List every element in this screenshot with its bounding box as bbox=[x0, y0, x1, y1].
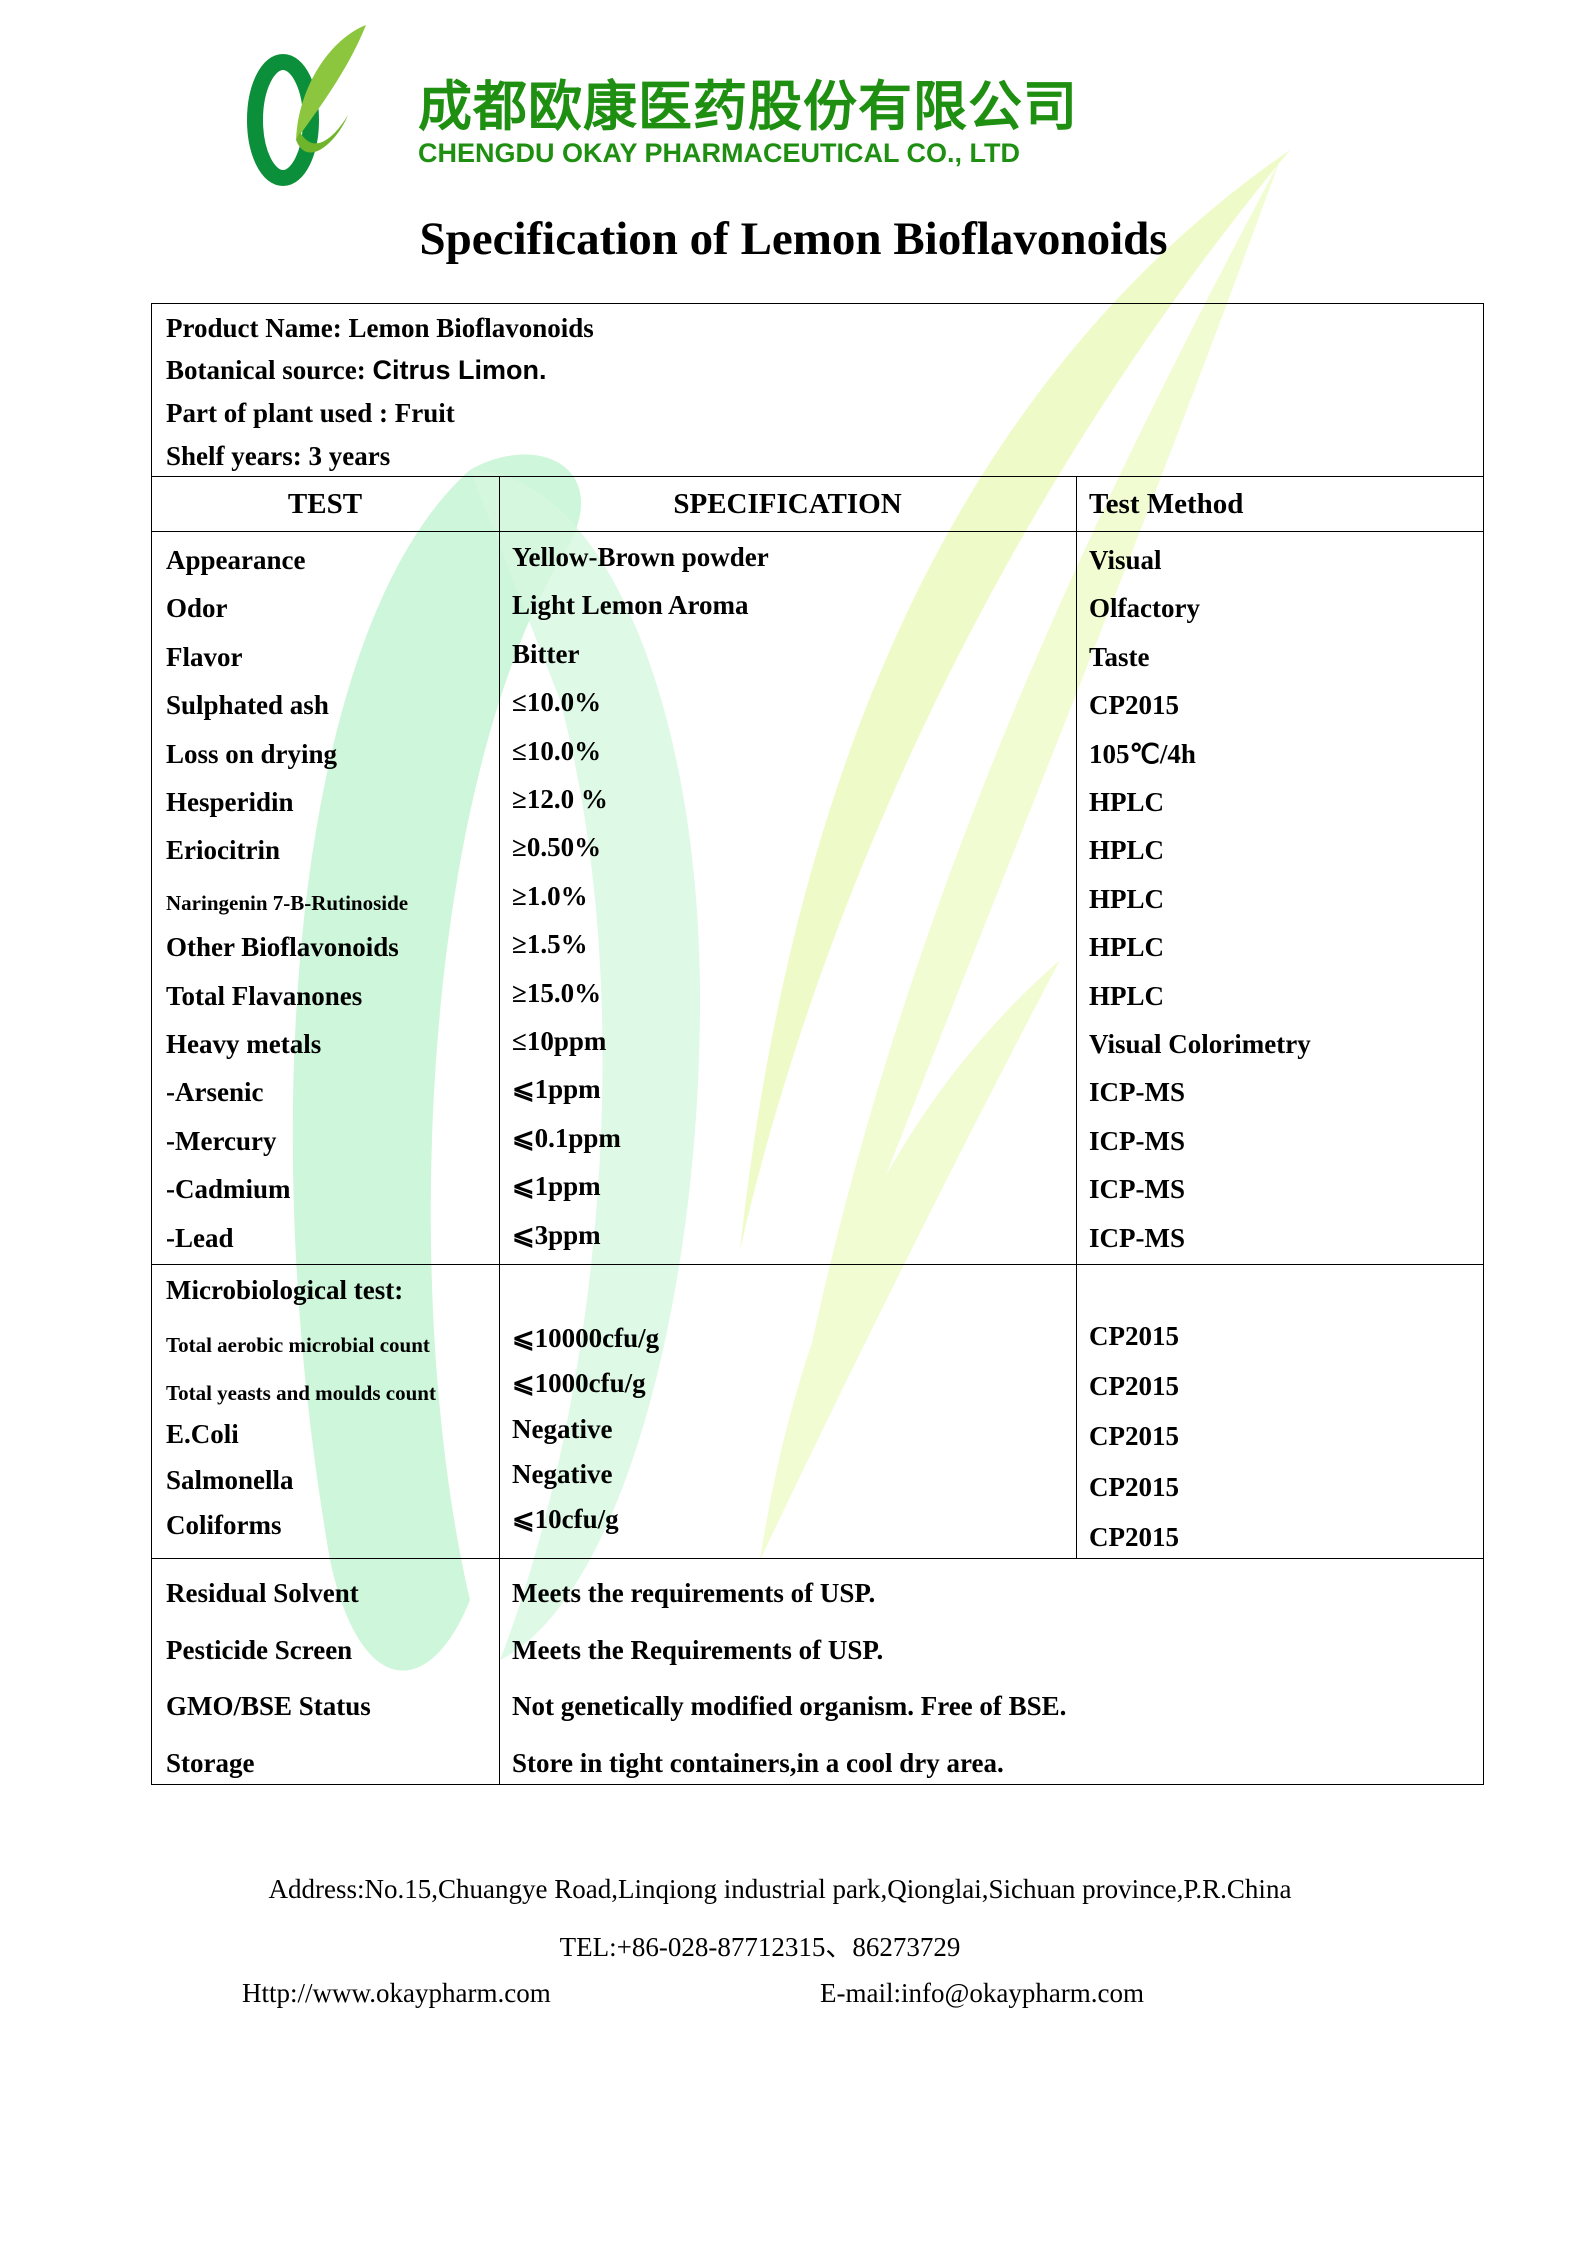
row-test-method: ICP-MS bbox=[1089, 1222, 1185, 1253]
row-test-method: ICP-MS bbox=[1089, 1174, 1185, 1205]
row-test-method: HPLC bbox=[1089, 932, 1165, 963]
other-test: Residual Solvent bbox=[166, 1578, 359, 1608]
row-test: Odor bbox=[166, 593, 228, 624]
row-test-method: CP2015 bbox=[1089, 690, 1179, 721]
botanical-label: Botanical source: bbox=[166, 355, 373, 385]
row-specification: ≥12.0 % bbox=[512, 784, 608, 814]
row-test-method: Taste bbox=[1089, 641, 1150, 672]
shelf-life: Shelf years: 3 years bbox=[166, 441, 391, 471]
row-specification: Light Lemon Aroma bbox=[512, 590, 749, 621]
row-specification: ≥0.50% bbox=[512, 832, 602, 863]
row-test: -Lead bbox=[166, 1222, 234, 1253]
row-specification: ≤10.0% bbox=[512, 687, 602, 718]
other-specification: Meets the requirements of USP. bbox=[512, 1578, 876, 1608]
other-test: GMO/BSE Status bbox=[166, 1691, 371, 1721]
page-title: Specification of Lemon Bioflavonoids bbox=[419, 213, 1168, 265]
row-specification: ≥1.0% bbox=[512, 880, 588, 911]
row-test-method: ICP-MS bbox=[1089, 1077, 1185, 1108]
micro-specification: ⩽1000cfu/g bbox=[512, 1368, 646, 1398]
row-specification: ⩽3ppm bbox=[512, 1219, 601, 1250]
specification-table bbox=[151, 303, 1484, 1785]
micro-specification: ⩽10cfu/g bbox=[512, 1504, 619, 1534]
divider bbox=[151, 1264, 1484, 1265]
row-test-method: Visual Colorimetry bbox=[1089, 1029, 1311, 1059]
other-specification: Store in tight containers,in a cool dry … bbox=[512, 1747, 1004, 1778]
row-test: Sulphated ash bbox=[166, 690, 329, 721]
divider bbox=[499, 476, 500, 1785]
micro-test: E.Coli bbox=[166, 1419, 239, 1449]
other-specification: Not genetically modified organism. Free … bbox=[512, 1691, 1067, 1721]
micro-specification: Negative bbox=[512, 1459, 613, 1489]
micro-test: Total yeasts and moulds count bbox=[166, 1381, 436, 1405]
footer-website[interactable]: Http://www.okaypharm.com bbox=[242, 1978, 551, 2008]
other-test: Pesticide Screen bbox=[166, 1634, 353, 1665]
divider bbox=[1076, 476, 1077, 1558]
micro-heading: Microbiological test: bbox=[166, 1275, 404, 1305]
company-logo bbox=[247, 25, 366, 186]
row-test: Total Flavanones bbox=[166, 980, 363, 1011]
micro-test-method: CP2015 bbox=[1089, 1321, 1179, 1351]
column-header-test: TEST bbox=[287, 488, 363, 520]
micro-test-method: CP2015 bbox=[1089, 1421, 1179, 1451]
row-test: Loss on drying bbox=[166, 738, 338, 769]
column-header-specification: SPECIFICATION bbox=[673, 488, 902, 520]
divider bbox=[151, 531, 1484, 532]
micro-specification: ⩽10000cfu/g bbox=[512, 1323, 660, 1353]
row-test: Eriocitrin bbox=[166, 835, 280, 866]
row-test: Appearance bbox=[166, 545, 306, 575]
row-test-method: HPLC bbox=[1089, 883, 1165, 914]
row-test-method: ICP-MS bbox=[1089, 1125, 1185, 1156]
row-test-method: Visual bbox=[1089, 545, 1162, 575]
company-name-english: CHENGDU OKAY PHARMACEUTICAL CO., LTD bbox=[418, 138, 1021, 168]
row-test-method: Olfactory bbox=[1089, 593, 1200, 624]
divider bbox=[151, 1558, 1484, 1559]
micro-test-method: CP2015 bbox=[1089, 1522, 1179, 1552]
company-name-chinese: 成都欧康医药股份有限公司 bbox=[418, 75, 1078, 138]
micro-test-method: CP2015 bbox=[1089, 1371, 1179, 1401]
row-specification: ≤10.0% bbox=[512, 735, 602, 766]
row-test: -Arsenic bbox=[166, 1077, 264, 1108]
row-specification: Yellow-Brown powder bbox=[512, 542, 769, 572]
row-specification: ⩽1ppm bbox=[512, 1171, 601, 1202]
botanical-value: Citrus Limon. bbox=[372, 355, 547, 385]
footer-email[interactable]: E-mail:info@okaypharm.com bbox=[820, 1978, 1145, 2008]
footer-tel: TEL:+86-028-87712315、86273729 bbox=[559, 1932, 961, 1962]
row-test: Hesperidin bbox=[166, 787, 294, 817]
micro-test: Total aerobic microbial count bbox=[166, 1333, 430, 1357]
micro-test-method: CP2015 bbox=[1089, 1472, 1179, 1502]
row-test-method: HPLC bbox=[1089, 835, 1165, 866]
botanical-source: Botanical source: Citrus Limon. bbox=[166, 354, 546, 386]
footer-address: Address:No.15,Chuangye Road,Linqiong ind… bbox=[268, 1874, 1292, 1904]
column-header-test-method: Test Method bbox=[1089, 488, 1244, 520]
micro-test: Salmonella bbox=[166, 1465, 294, 1495]
micro-test: Coliforms bbox=[166, 1510, 282, 1540]
row-test: Heavy metals bbox=[166, 1029, 322, 1059]
other-test: Storage bbox=[166, 1747, 255, 1778]
row-specification: ⩽0.1ppm bbox=[512, 1122, 621, 1153]
product-name: Product Name: Lemon Bioflavonoids bbox=[166, 313, 594, 343]
other-specification: Meets the Requirements of USP. bbox=[512, 1634, 884, 1665]
row-specification: ⩽1ppm bbox=[512, 1074, 601, 1105]
divider bbox=[151, 476, 1484, 477]
row-specification: Bitter bbox=[512, 638, 580, 669]
row-test: Flavor bbox=[166, 641, 243, 672]
row-specification: ≥15.0% bbox=[512, 977, 602, 1008]
micro-specification: Negative bbox=[512, 1414, 613, 1444]
row-specification: ≥1.5% bbox=[512, 929, 588, 960]
row-test: -Cadmium bbox=[166, 1174, 291, 1205]
part-used: Part of plant used : Fruit bbox=[166, 398, 455, 428]
row-test: Other Bioflavonoids bbox=[166, 932, 399, 963]
row-specification: ≤10ppm bbox=[512, 1026, 607, 1056]
row-test: Naringenin 7-B-Rutinoside bbox=[166, 890, 409, 915]
row-test: -Mercury bbox=[166, 1125, 277, 1156]
row-test-method: HPLC bbox=[1089, 787, 1165, 817]
row-test-method: 105℃/4h bbox=[1089, 738, 1196, 769]
row-test-method: HPLC bbox=[1089, 980, 1165, 1011]
